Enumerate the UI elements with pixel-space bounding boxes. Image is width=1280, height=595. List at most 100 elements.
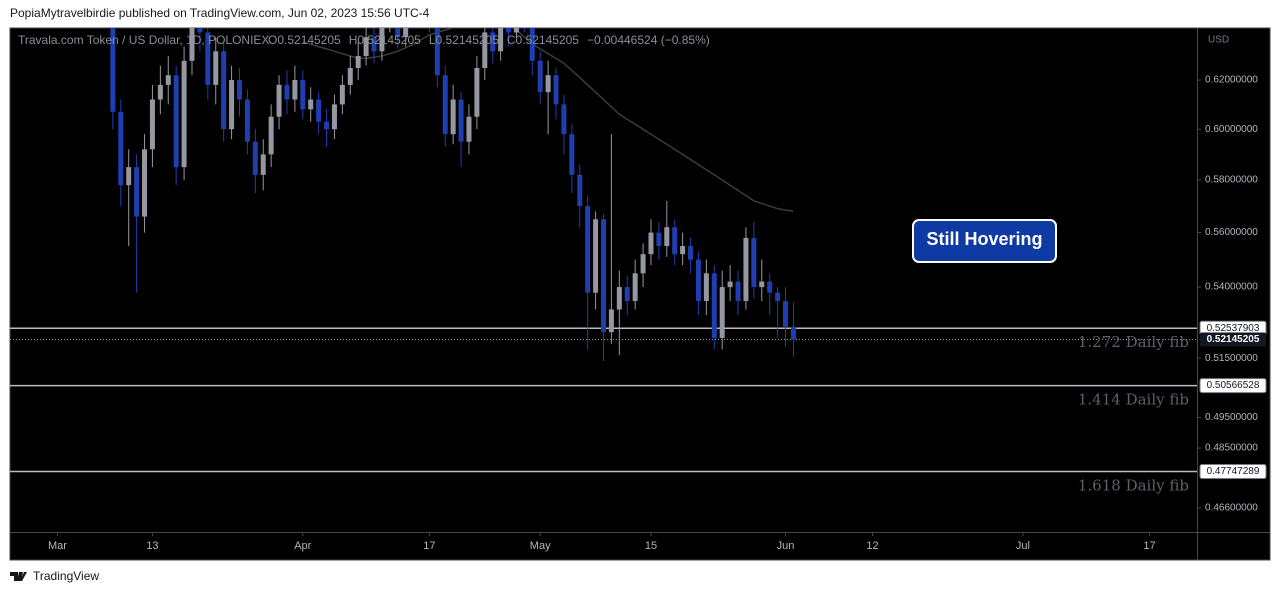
annotation-box: [912, 219, 1057, 263]
x-tick-label: Jun: [777, 540, 795, 552]
candle-body: [205, 32, 211, 85]
currency-label: USD: [1208, 35, 1229, 46]
candle-body: [522, 5, 527, 21]
candle-body: [482, 32, 488, 68]
candle-body: [339, 84, 345, 105]
candle-body: [680, 246, 686, 255]
candle-body: [324, 121, 330, 130]
x-tick-label: 15: [645, 540, 657, 552]
candle-body: [308, 99, 314, 110]
x-tick-label: Jul: [1016, 540, 1030, 552]
candle-body: [276, 84, 282, 117]
candle-body: [664, 227, 670, 247]
candle-body: [537, 60, 543, 93]
candle-body: [759, 281, 765, 288]
candle-body: [498, 28, 504, 52]
y-tick-label: 0.51500000: [1205, 353, 1258, 364]
candle-body: [284, 84, 290, 100]
candle-body: [529, 28, 535, 61]
candle-body: [640, 254, 646, 274]
y-tick-label: 0.49500000: [1205, 412, 1258, 423]
candle-body: [442, 75, 448, 135]
candle-body: [347, 67, 353, 85]
candle-body: [553, 75, 559, 105]
candle-body: [751, 237, 757, 288]
candle-body: [545, 75, 551, 93]
candle-body: [632, 273, 638, 302]
tv-logo: [10, 572, 27, 581]
candle-body: [688, 246, 694, 260]
candle-body: [608, 309, 614, 333]
candle-body: [379, 28, 385, 52]
candle-body: [434, 28, 440, 76]
legend-symbol: Travala.com Token / US Dollar, 1D, POLON…: [18, 33, 269, 47]
candle-body: [395, 28, 401, 38]
last-price-box: [1200, 332, 1266, 347]
candle-body: [695, 259, 701, 302]
candle-body: [601, 219, 606, 333]
last-price-label: 0.52145205: [1207, 334, 1260, 345]
candle-body: [569, 134, 575, 175]
price-label-box: [1199, 378, 1267, 394]
legend-value: H0.52145205: [349, 33, 421, 47]
candle-body: [126, 167, 132, 186]
fib-label: 1.414 Daily fib: [1078, 391, 1189, 409]
candle-body: [157, 84, 163, 100]
candle-body: [221, 51, 227, 130]
moving-average: [302, 28, 794, 213]
candle-body: [316, 99, 322, 122]
candle-body: [110, 28, 116, 112]
candle-body: [244, 99, 250, 142]
candle-body: [703, 273, 709, 302]
x-tick-label: 17: [423, 540, 435, 552]
candle-body: [371, 37, 377, 52]
candle-body: [624, 287, 630, 302]
candle-body: [474, 67, 480, 117]
candle-body: [616, 287, 622, 310]
candle-body: [719, 287, 725, 338]
candle-body: [561, 104, 567, 135]
candle-body: [790, 326, 796, 340]
candle-body: [118, 111, 124, 186]
candle-body: [711, 273, 717, 338]
y-tick-label: 0.58000000: [1205, 175, 1258, 186]
price-label: 0.52537903: [1207, 323, 1260, 334]
candle-body: [767, 281, 773, 293]
candle-body: [197, 28, 203, 33]
y-tick-label: 0.62000000: [1205, 75, 1258, 86]
legend-value: −0.00446524 (−0.85%): [587, 33, 710, 47]
candle-body: [181, 60, 187, 168]
candle-body: [783, 301, 789, 327]
y-tick-label: 0.48500000: [1205, 443, 1258, 454]
x-tick-label: 13: [146, 540, 158, 552]
candle-body: [458, 99, 464, 142]
candle-body: [743, 237, 749, 302]
candle-body: [656, 232, 662, 247]
fib-label: 1.618 Daily fib: [1078, 477, 1189, 495]
price-label: 0.47747289: [1207, 466, 1260, 477]
y-tick-label: 0.56000000: [1205, 227, 1258, 238]
candle-body: [775, 292, 781, 302]
candle-body: [490, 32, 496, 52]
y-tick-label: 0.46600000: [1205, 503, 1258, 514]
price-label-box: [1199, 464, 1267, 480]
y-tick-label: 0.54000000: [1205, 282, 1258, 293]
candle-body: [260, 154, 266, 175]
legend-value: L0.52145205: [429, 33, 499, 47]
candle-body: [213, 51, 219, 85]
legend-value: C0.52145205: [507, 33, 579, 47]
candle-body: [672, 227, 678, 255]
candle-body: [355, 56, 361, 68]
publish-header: PopiaMytravelbirdie published on Trading…: [10, 6, 430, 20]
candle-body: [268, 116, 274, 155]
candle-body: [189, 28, 195, 61]
candle-body: [735, 281, 741, 302]
candle-body: [134, 167, 140, 217]
candle-body: [142, 149, 148, 217]
candle-body: [727, 281, 733, 288]
candle-body: [165, 75, 171, 85]
candle-body: [331, 104, 337, 130]
x-tick-label: Mar: [48, 540, 67, 552]
candle-body: [403, 28, 409, 38]
candle-body: [648, 232, 654, 255]
